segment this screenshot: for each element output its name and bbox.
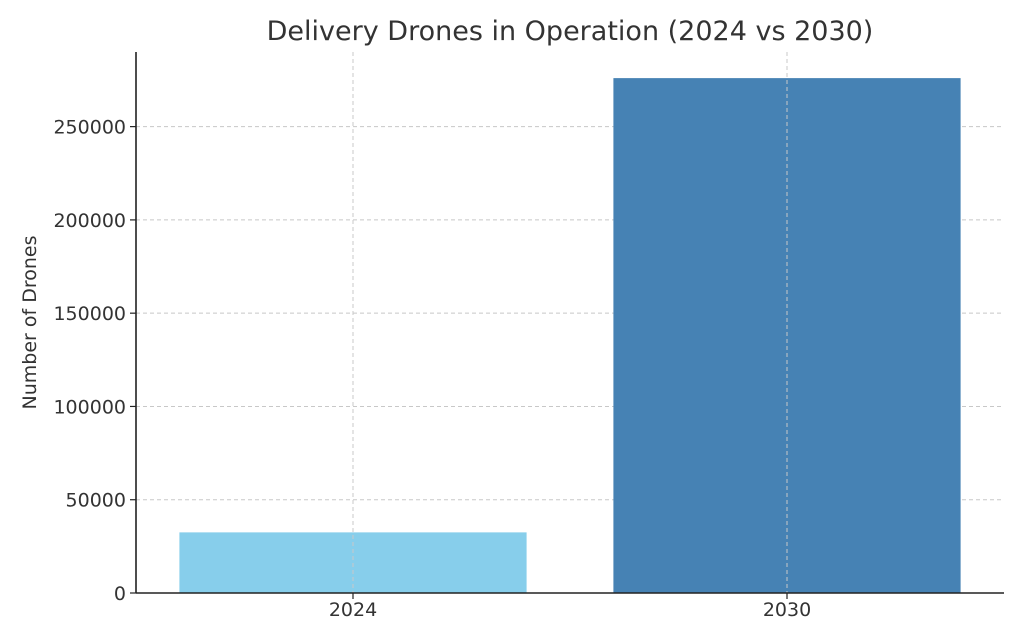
bar-2024 [179, 532, 527, 593]
x-tick-label: 2024 [329, 599, 377, 621]
axes [130, 52, 1004, 599]
y-tick-label: 250000 [53, 117, 126, 139]
vertical-grid [352, 52, 788, 593]
chart-title: Delivery Drones in Operation (2024 vs 20… [267, 16, 874, 47]
y-tick-label: 100000 [53, 396, 126, 418]
y-tick-label: 200000 [53, 210, 126, 232]
tick-labels: 0 50000 100000 150000 200000 250000 2024 2030 [53, 117, 811, 621]
x-tick-label: 2030 [763, 599, 811, 621]
y-tick-label: 50000 [66, 490, 126, 512]
y-tick-label: 0 [114, 583, 126, 605]
y-axis-label: Number of Drones [19, 236, 41, 410]
bars [179, 78, 961, 593]
y-tick-label: 150000 [53, 303, 126, 325]
